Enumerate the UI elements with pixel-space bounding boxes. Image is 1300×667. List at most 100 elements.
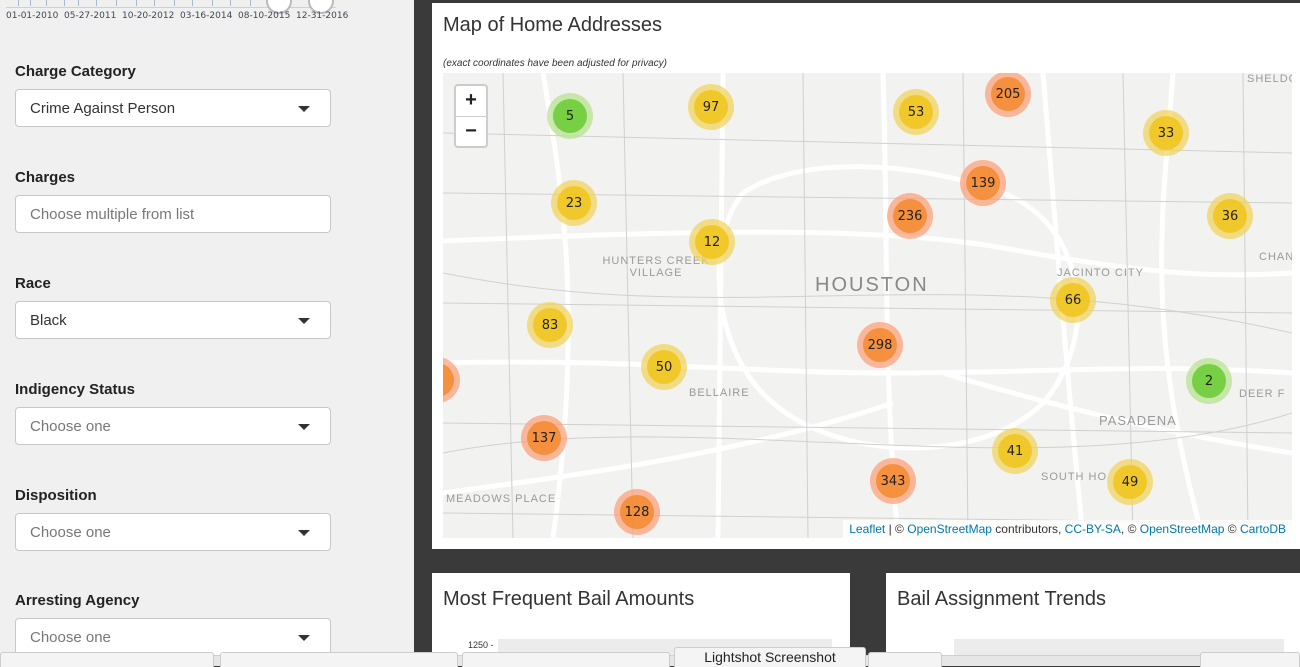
arresting-agency-placeholder: Choose one [30,629,111,646]
taskbar: Lightshot Screenshot [0,647,1300,667]
place-label: HOUSTON [815,274,929,296]
taskbar-item[interactable] [868,652,942,667]
marker-cluster[interactable]: 49 [1107,459,1153,505]
marker-cluster[interactable]: 36 [1207,193,1253,239]
marker-cluster[interactable]: 5 [547,93,593,139]
race-value: Black [30,312,67,329]
indigency-status-label: Indigency Status [15,381,136,398]
place-label: DEER F [1239,388,1286,400]
taskbar-item[interactable] [462,652,670,667]
chevron-down-icon [298,318,310,324]
lightshot-taskbar-item[interactable]: Lightshot Screenshot [674,647,866,667]
place-label: MEADOWS PLACE [446,493,557,505]
leaflet-link[interactable]: Leaflet [849,522,886,536]
osm-link[interactable]: OpenStreetMap [907,522,992,536]
filter-sidebar: 01-01-2010 05-27-2011 10-20-2012 03-16-2014… [0,0,414,665]
zoom-control: + − [454,84,488,148]
marker-cluster[interactable]: 66 [1050,277,1096,323]
race-label: Race [15,275,51,292]
cluster-count: 50 [647,350,681,384]
cluster-count: 205 [991,77,1025,111]
cluster-count: 66 [1056,283,1090,317]
chevron-down-icon [298,635,310,641]
cluster-count: 53 [899,95,933,129]
place-label: PASADENA [1099,413,1177,428]
marker-cluster[interactable]: 137 [521,415,567,461]
attribution-text: | © [885,522,908,536]
cluster-count: 5 [553,99,587,133]
date-tick: 05-27-2011 [64,11,117,21]
date-tick: 08-10-2015 [238,11,291,21]
marker-cluster[interactable]: 128 [614,489,660,535]
leaflet-map[interactable]: HOUSTON HUNTERS CREEK VILLAGE BELLAIRE J… [443,73,1292,538]
marker-cluster[interactable]: 53 [893,89,939,135]
marker-cluster[interactable]: 41 [992,428,1038,474]
cluster-count: 12 [695,225,729,259]
marker-cluster[interactable]: 23 [551,180,597,226]
marker-cluster[interactable]: 205 [985,73,1031,117]
arresting-agency-label: Arresting Agency [15,592,140,609]
marker-cluster[interactable]: 50 [641,344,687,390]
cluster-count: 83 [533,308,567,342]
cluster-count: 298 [863,328,897,362]
charges-label: Charges [15,169,76,186]
bail-trends-title: Bail Assignment Trends [897,588,1106,610]
attribution-text: , © [1120,522,1140,536]
place-label: BELLAIRE [689,387,750,399]
bail-amounts-title: Most Frequent Bail Amounts [443,588,695,610]
marker-cluster[interactable]: 1 [443,357,460,403]
indigency-status-select[interactable]: Choose one [15,407,331,445]
place-label: HUNTERS CREEK VILLAGE [602,255,710,279]
license-link[interactable]: CC-BY-SA [1064,522,1121,536]
attribution-text: © [1224,522,1240,536]
marker-cluster[interactable]: 139 [960,160,1006,206]
marker-cluster[interactable]: 298 [857,322,903,368]
map-panel: Map of Home Addresses (exact coordinates… [432,3,1300,549]
charges-placeholder: Choose multiple from list [30,206,195,223]
cluster-count: 36 [1213,199,1247,233]
map-subtitle: (exact coordinates have been adjusted fo… [443,58,668,69]
cluster-count: 343 [876,464,910,498]
cartodb-link[interactable]: CartoDB [1239,522,1286,536]
charge-category-select[interactable]: Crime Against Person [15,89,331,127]
disposition-select[interactable]: Choose one [15,513,331,551]
place-label: SHELDO [1247,73,1292,85]
charges-input[interactable]: Choose multiple from list [15,195,331,233]
attribution-text: contributors, [991,522,1065,536]
date-slider-ticks: 01-01-2010 05-27-2011 10-20-2012 03-16-2014… [6,11,366,21]
date-tick: 03-16-2014 [180,11,233,21]
disposition-placeholder: Choose one [30,524,111,541]
chevron-down-icon [298,424,310,430]
marker-cluster[interactable]: 97 [688,84,734,130]
map-title: Map of Home Addresses [443,14,662,36]
cluster-count: 128 [620,495,654,529]
cluster-count: 1 [443,363,454,397]
place-label: SOUTH HO [1041,471,1108,483]
cluster-count: 49 [1113,465,1147,499]
chevron-down-icon [298,530,310,536]
taskbar-item[interactable] [220,652,458,667]
race-select[interactable]: Black [15,301,331,339]
date-tick: 12-31-2016 [296,11,349,21]
zoom-in-button[interactable]: + [465,89,477,111]
map-attribution: Leaflet | © OpenStreetMap contributors, … [843,520,1292,538]
marker-cluster[interactable]: 343 [870,458,916,504]
marker-cluster[interactable]: 12 [689,219,735,265]
osm-link[interactable]: OpenStreetMap [1139,522,1225,536]
arresting-agency-select[interactable]: Choose one [15,618,331,656]
cluster-count: 139 [966,166,1000,200]
marker-cluster[interactable]: 2 [1186,358,1232,404]
date-slider-track[interactable] [6,0,336,14]
marker-cluster[interactable]: 236 [887,193,933,239]
marker-cluster[interactable]: 33 [1143,110,1189,156]
disposition-label: Disposition [15,487,97,504]
marker-cluster[interactable]: 83 [527,302,573,348]
charge-category-value: Crime Against Person [30,100,176,117]
zoom-out-button[interactable]: − [456,116,486,147]
date-tick: 01-01-2010 [6,11,59,21]
date-tick: 10-20-2012 [122,11,175,21]
y-axis-tick: 1250 - [468,640,494,650]
taskbar-item[interactable] [0,652,214,667]
cluster-count: 137 [527,421,561,455]
cluster-count: 33 [1149,116,1183,150]
